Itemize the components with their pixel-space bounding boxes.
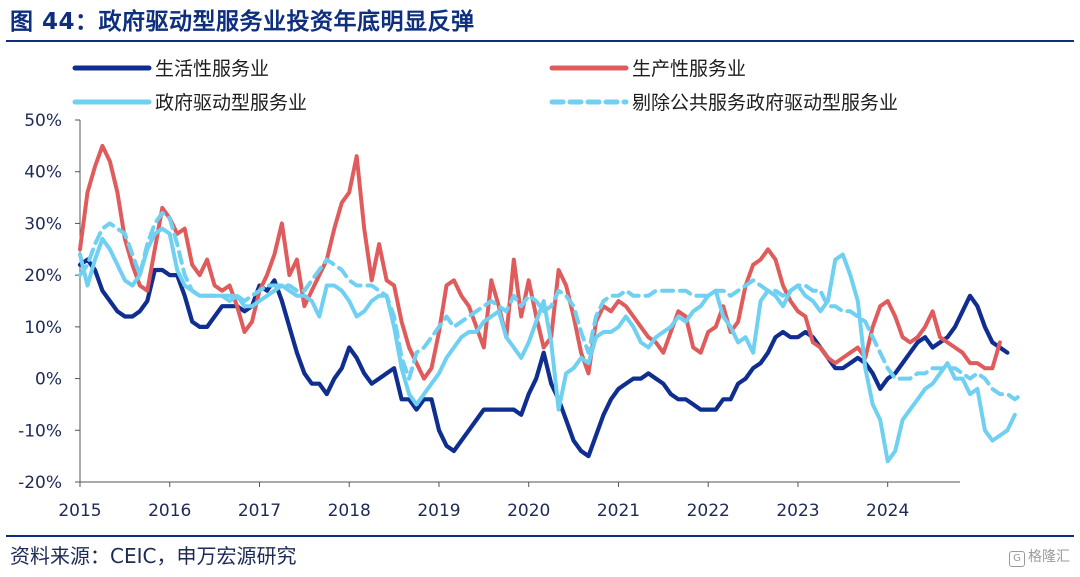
watermark-text: 格隆汇	[1028, 549, 1070, 565]
title-rule	[6, 40, 1074, 42]
footer-rule	[6, 535, 1074, 537]
y-tick-label: 50%	[24, 111, 62, 131]
watermark: G 格隆汇	[1009, 546, 1070, 567]
y-tick-label: -10%	[18, 421, 62, 441]
y-tick-label: 10%	[24, 318, 62, 338]
figure-title: 图 44：政府驱动型服务业投资年底明显反弹	[10, 9, 475, 35]
x-tick-label: 2019	[417, 501, 460, 521]
legend-label-3: 政府驱动型服务业	[155, 92, 307, 114]
x-tick-label: 2022	[687, 501, 730, 521]
x-tick-label: 2016	[148, 501, 191, 521]
y-tick-label: 30%	[24, 214, 62, 234]
y-tick-label: 20%	[24, 266, 62, 286]
chart-axes: -20% -10% 0% 10% 20% 30% 40% 50% 2015 2016 2017 201…	[18, 111, 960, 521]
x-tick-label: 2015	[58, 501, 101, 521]
source-note: 资料来源：CEIC，申万宏源研究	[10, 544, 297, 568]
x-tick-label: 2024	[866, 501, 909, 521]
series-line-1	[77, 257, 1010, 459]
x-tick-label: 2018	[328, 501, 371, 521]
y-tick-label: -20%	[18, 473, 62, 493]
series-line-4	[78, 211, 1025, 402]
legend-label-1: 生活性服务业	[155, 58, 269, 80]
x-tick-label: 2017	[238, 501, 281, 521]
watermark-logo-icon: G	[1009, 551, 1025, 567]
y-tick-label: 0%	[35, 370, 62, 390]
x-tick-label: 2023	[776, 501, 819, 521]
y-tick-label: 40%	[24, 163, 62, 183]
series-line-3	[78, 226, 1017, 464]
x-tick-label: 2021	[597, 501, 640, 521]
plot-area	[77, 143, 1025, 464]
legend-label-2: 生产性服务业	[632, 58, 746, 80]
x-tick-label: 2020	[507, 501, 550, 521]
legend-label-4: 剔除公共服务政府驱动型服务业	[632, 92, 898, 114]
